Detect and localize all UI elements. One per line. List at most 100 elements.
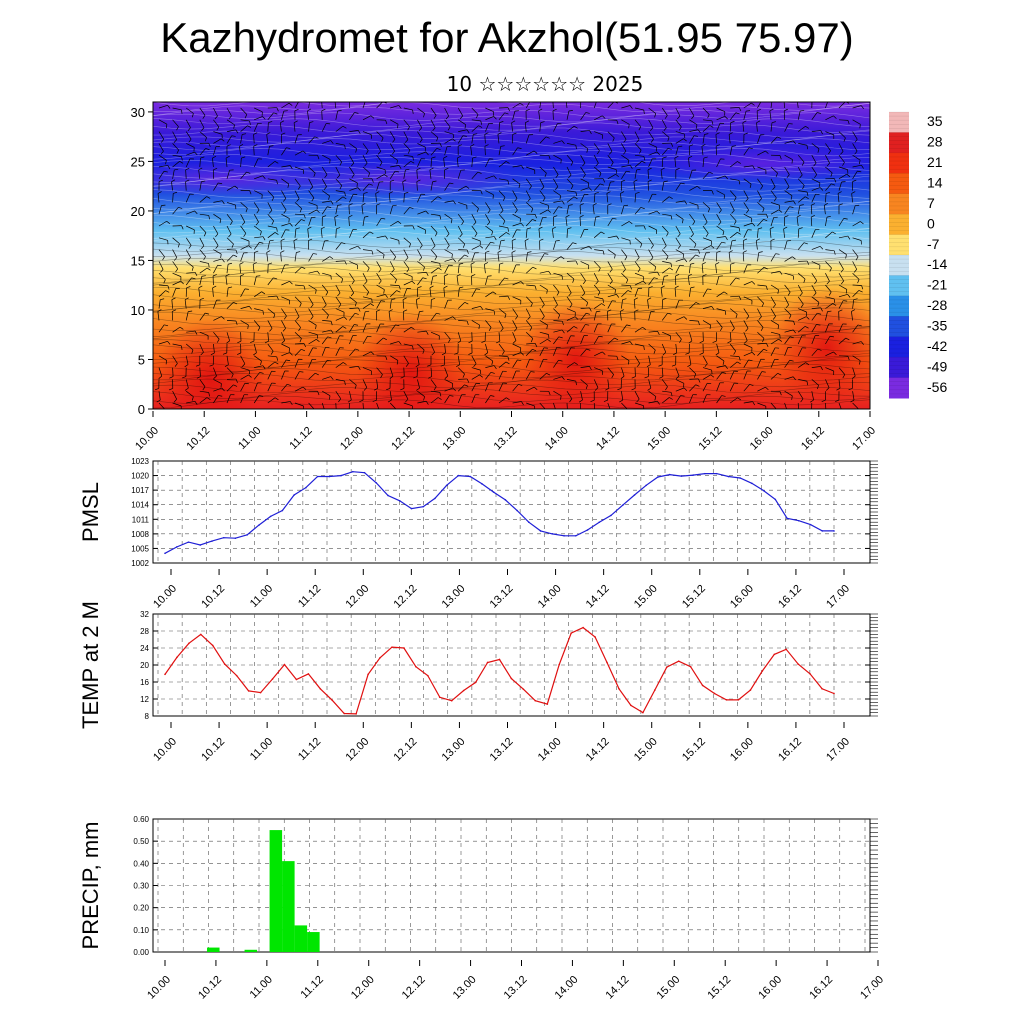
wind-barb (362, 166, 370, 174)
wind-barb (675, 131, 685, 135)
wind-barb-flag (423, 396, 425, 401)
wind-barb (322, 329, 332, 333)
wind-barb-flag (784, 412, 787, 415)
wind-barb (607, 181, 611, 191)
wind-barb-flag (799, 174, 803, 179)
wind-barb (538, 110, 541, 120)
wind-barb (539, 270, 549, 274)
wind-barb (281, 296, 290, 301)
wind-barb-flag (521, 401, 524, 406)
wind-barb-flag (766, 343, 769, 347)
wind-barb-flag (634, 297, 638, 300)
wind-barb-flag (191, 277, 196, 280)
wind-barb (198, 169, 201, 179)
wind-barb (797, 178, 805, 186)
wind-barb (566, 190, 576, 193)
wind-barb (648, 277, 655, 286)
wind-barb-flag (394, 279, 397, 284)
wind-barb-flag (773, 197, 777, 202)
temp-point (642, 711, 644, 714)
wind-barb (621, 131, 627, 140)
temp-point (295, 678, 298, 681)
wind-barb-flag (824, 203, 828, 206)
wind-barb (157, 311, 160, 321)
wind-barb (185, 311, 189, 321)
wind-barb (607, 323, 612, 333)
wind-barb-flag (861, 165, 864, 169)
wind-barb (770, 331, 780, 335)
wind-barb-flag (763, 219, 768, 222)
wind-barb (756, 122, 758, 132)
wind-barb (389, 367, 394, 377)
wind-barb-flag (561, 376, 565, 380)
wind-barb (553, 256, 562, 262)
wind-barb (430, 213, 440, 216)
wind-barb-flag (721, 241, 726, 244)
wind-barb (444, 138, 453, 144)
wind-barb-flag (675, 375, 680, 379)
wind-barb (797, 335, 803, 345)
pmsl-ytick-label: 1014 (131, 501, 149, 510)
wind-barb (648, 225, 657, 231)
wind-barb-flag (703, 156, 708, 159)
wind-barb (185, 261, 194, 268)
wind-barb-flag (647, 387, 652, 391)
wind-barb (349, 335, 354, 345)
wind-barb (226, 320, 237, 322)
wind-barb-flag (695, 302, 700, 305)
contour-line (153, 235, 870, 246)
wind-barb (294, 296, 302, 304)
wind-barb-flag (303, 214, 306, 219)
wind-barb-flag (490, 371, 495, 374)
wind-barb-flag (779, 391, 782, 396)
wind-barb-flag (562, 321, 564, 326)
wind-barb-flag (407, 149, 411, 154)
wind-barb-flag (650, 127, 654, 131)
wind-barb (648, 343, 656, 351)
wind-barb (757, 228, 759, 238)
wind-barb-flag (216, 338, 220, 343)
wind-barb (430, 157, 433, 168)
wind-barb (471, 288, 477, 297)
wind-barb (797, 296, 804, 305)
wind-barb (417, 158, 422, 168)
wind-barb (444, 119, 451, 128)
wind-barb (580, 155, 586, 164)
wind-barb (784, 256, 793, 262)
wind-barb (390, 284, 400, 286)
wind-barb (770, 320, 779, 326)
wind-barb (592, 205, 595, 215)
wind-barb (308, 296, 314, 305)
wind-barb (852, 237, 862, 241)
wind-barb (580, 307, 590, 309)
wind-barb (498, 213, 506, 222)
wind-barb-flag (835, 399, 840, 402)
wind-barb-flag (701, 144, 706, 147)
wind-barb (512, 308, 518, 317)
precip-ylabel: PRECIP, mm (78, 822, 103, 950)
wind-barb (389, 391, 392, 401)
wind-barb-flag (216, 126, 220, 131)
wind-barb-flag (233, 124, 235, 129)
wind-barb (171, 299, 173, 309)
wind-barb (186, 271, 196, 274)
wind-barb (743, 308, 750, 317)
wind-barb (621, 154, 630, 161)
wind-barb (471, 202, 479, 209)
wind-barb (784, 206, 790, 215)
wind-barb-flag (656, 151, 660, 156)
temp-xtick-label: 11.12 (296, 736, 323, 763)
heatmap-xtick-label: 10.00 (133, 425, 161, 453)
wind-barb-flag (602, 115, 606, 119)
wind-barb (661, 313, 668, 321)
wind-barb (512, 359, 518, 368)
wind-barb-flag (588, 187, 592, 191)
wind-barb-flag (803, 278, 806, 283)
wind-barb (199, 119, 205, 128)
wind-barb (485, 276, 488, 286)
temp-point (677, 660, 680, 662)
temp-point (367, 673, 369, 676)
wind-barb (743, 147, 750, 156)
wind-barb (512, 222, 522, 227)
wind-barb-flag (249, 306, 252, 310)
